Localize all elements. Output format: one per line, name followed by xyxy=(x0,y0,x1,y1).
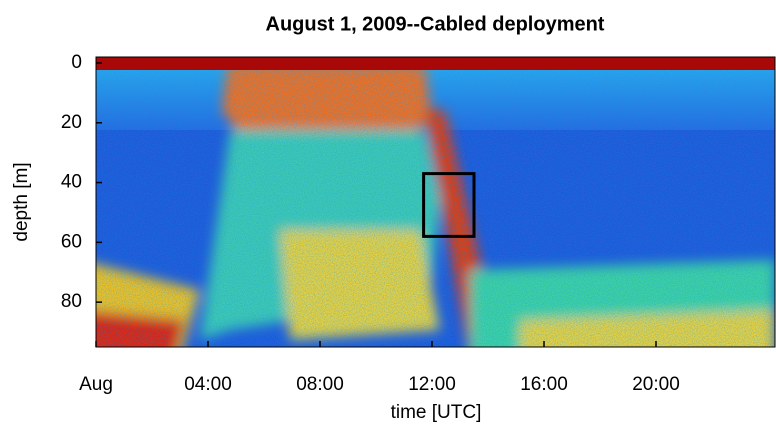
y-tick-label: 20 xyxy=(61,112,82,133)
chart-title: August 1, 2009--Cabled deployment xyxy=(266,13,605,35)
y-tick-label: 40 xyxy=(61,172,82,193)
page: August 1, 2009--Cabled deployment time [… xyxy=(0,0,776,441)
y-tick-label: 80 xyxy=(61,291,82,312)
echogram xyxy=(80,55,775,360)
x-axis-label: time [UTC] xyxy=(391,402,482,423)
x-tick-label: 16:00 xyxy=(520,374,568,395)
y-axis-label: depth [m] xyxy=(11,162,32,241)
x-tick-label: 12:00 xyxy=(408,374,456,395)
x-tick-label: 08:00 xyxy=(296,374,344,395)
chart: August 1, 2009--Cabled deployment time [… xyxy=(0,0,776,441)
x-tick-label: Aug xyxy=(79,374,113,395)
x-tick-label: 20:00 xyxy=(632,374,680,395)
y-tick-label: 60 xyxy=(61,231,82,252)
y-tick-label: 0 xyxy=(71,52,82,73)
x-tick-label: 04:00 xyxy=(184,374,232,395)
